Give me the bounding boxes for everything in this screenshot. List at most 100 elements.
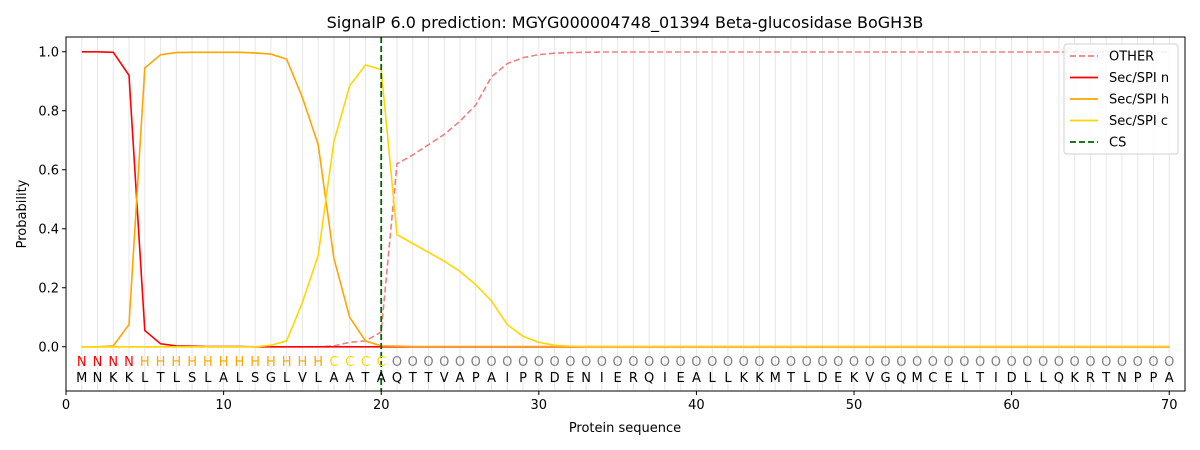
series-line-sec-spi-h: [81, 51, 1170, 348]
region-label: O: [896, 355, 906, 370]
region-label: O: [880, 355, 890, 370]
region-label: O: [1054, 355, 1064, 370]
region-label: O: [1070, 355, 1080, 370]
region-label: O: [423, 355, 433, 370]
residue-letter: P: [1134, 371, 1142, 386]
x-tick-label: 60: [1003, 398, 1020, 413]
region-label: O: [786, 355, 796, 370]
residue-letter: L: [141, 371, 149, 386]
x-axis-label: Protein sequence: [569, 421, 681, 436]
region-label: O: [581, 355, 591, 370]
residue-letter: I: [663, 371, 667, 386]
residue-letter: N: [1117, 371, 1127, 386]
region-label: H: [219, 355, 229, 370]
x-tick-label: 50: [846, 398, 863, 413]
residue-letter: P: [472, 371, 480, 386]
region-label: O: [817, 355, 827, 370]
residue-letter: K: [850, 371, 859, 386]
residue-letter: E: [614, 371, 622, 386]
residue-letter: T: [786, 371, 795, 386]
region-label: O: [597, 355, 607, 370]
region-label: O: [723, 355, 733, 370]
region-label: O: [707, 355, 717, 370]
y-tick-label: 1.0: [38, 45, 59, 60]
region-label: C: [377, 355, 386, 370]
residue-letter: K: [125, 371, 134, 386]
region-label: O: [644, 355, 654, 370]
region-label: O: [471, 355, 481, 370]
residue-letter: K: [739, 371, 748, 386]
residue-letter: K: [109, 371, 118, 386]
x-tick-label: 40: [688, 398, 705, 413]
residue-letter: E: [834, 371, 842, 386]
series-line-other: [81, 51, 1170, 348]
region-label: O: [408, 355, 418, 370]
region-label: N: [108, 355, 118, 370]
region-label: O: [1164, 355, 1174, 370]
y-tick-label: 0.0: [38, 340, 59, 355]
residue-letter: K: [1070, 371, 1079, 386]
region-label: O: [660, 355, 670, 370]
x-tick-label: 10: [215, 398, 232, 413]
x-axis: 0 10 20 30 40 50 60 70: [62, 391, 1178, 413]
region-label: O: [518, 355, 528, 370]
residue-letter: T: [360, 371, 369, 386]
residue-letter: N: [581, 371, 591, 386]
x-tick-label: 0: [62, 398, 70, 413]
residue-letter: P: [1150, 371, 1158, 386]
region-label: O: [439, 355, 449, 370]
region-label: H: [298, 355, 308, 370]
residue-letter: D: [550, 371, 560, 386]
residue-letter: I: [505, 371, 509, 386]
region-label: O: [549, 355, 559, 370]
residue-letter: L: [236, 371, 244, 386]
sequence-annotations: NMNNNKNKHLHTHLHSHLHAHLHSHGHLHVHLCACACTCA…: [76, 355, 1174, 386]
region-label: O: [1022, 355, 1032, 370]
residue-letter: K: [755, 371, 764, 386]
region-label: H: [187, 355, 197, 370]
region-label: O: [959, 355, 969, 370]
residue-letter: G: [266, 371, 276, 386]
x-tick-label: 70: [1161, 398, 1178, 413]
region-label: N: [124, 355, 134, 370]
region-label: O: [392, 355, 402, 370]
residue-letter: C: [928, 371, 937, 386]
residue-letter: A: [329, 371, 338, 386]
region-label: O: [991, 355, 1001, 370]
residue-letter: A: [456, 371, 465, 386]
residue-letter: E: [677, 371, 685, 386]
residue-letter: A: [1165, 371, 1174, 386]
region-label: N: [77, 355, 87, 370]
region-label: O: [943, 355, 953, 370]
region-label: O: [1085, 355, 1095, 370]
region-label: O: [502, 355, 512, 370]
residue-letter: E: [566, 371, 574, 386]
residue-letter: G: [881, 371, 891, 386]
residue-letter: L: [724, 371, 732, 386]
region-label: O: [770, 355, 780, 370]
residue-letter: T: [1101, 371, 1110, 386]
region-label: O: [849, 355, 859, 370]
legend-box: [1063, 43, 1179, 155]
residue-letter: L: [315, 371, 323, 386]
residue-letter: Q: [896, 371, 906, 386]
legend-label: Sec/SPI c: [1109, 114, 1168, 129]
region-label: O: [628, 355, 638, 370]
region-label: H: [234, 355, 244, 370]
residue-letter: P: [519, 371, 527, 386]
region-label: N: [93, 355, 103, 370]
residue-letter: A: [219, 371, 228, 386]
residue-letter: L: [803, 371, 811, 386]
residue-letter: R: [629, 371, 638, 386]
residue-letter: L: [961, 371, 969, 386]
region-label: O: [1133, 355, 1143, 370]
region-label: O: [1117, 355, 1127, 370]
residue-letter: L: [1024, 371, 1032, 386]
y-axis-label: Probability: [15, 179, 30, 248]
region-label: H: [203, 355, 213, 370]
region-label: O: [1101, 355, 1111, 370]
legend-label: OTHER: [1109, 50, 1154, 65]
region-label: O: [676, 355, 686, 370]
region-label: H: [156, 355, 166, 370]
